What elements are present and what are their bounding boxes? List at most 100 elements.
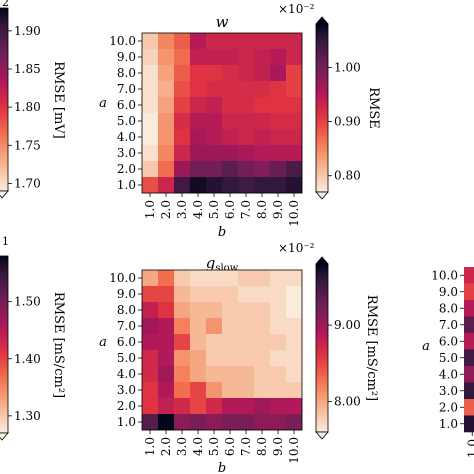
heatmap-w-y-tick-label: 1.0 (117, 178, 136, 192)
top-left-colorbar-ticks: 1.90 1.85 1.80 1.75 1.70 (8, 24, 41, 190)
heatmap-gslow-cell (206, 334, 223, 351)
heatmap-w-colorbar-tick-label: 1.00 (334, 60, 361, 74)
heatmap-w-cell (174, 33, 191, 50)
heatmap-w-cell (222, 113, 239, 130)
heatmap-w-cell (158, 33, 175, 50)
heatmap-gslow-y-tick-label: 8.0 (117, 303, 136, 317)
heatmap-w-cell (190, 177, 207, 194)
heatmap-w-cell (142, 113, 159, 130)
heatmap-gslow-cell (190, 270, 207, 287)
heatmap-w-cell (254, 33, 271, 50)
heatmap-gslow-cell (158, 414, 175, 431)
heatmap-gslow-cell (174, 302, 191, 319)
heatmap-w-cell (206, 145, 223, 162)
heatmap-gslow-cell (222, 350, 239, 367)
heatmap-right-cell (464, 349, 474, 367)
heatmap-w-cell (158, 97, 175, 114)
heatmap-w-colorbar-label: RMSE (366, 87, 381, 129)
heatmap-gslow-cell (238, 398, 255, 415)
heatmap-gslow-cell (222, 382, 239, 399)
heatmap-w-x-tick-label: 7.0 (239, 200, 253, 219)
heatmap-gslow-colorbar-ticks: 9.00 8.00 (328, 318, 361, 408)
heatmap-gslow-cell (174, 270, 191, 287)
heatmap-w-cell (142, 81, 159, 98)
heatmap-w-cell (222, 161, 239, 178)
heatmap-w-x-tick-label: 1.0 (143, 200, 157, 219)
heatmap-right-cells (464, 267, 474, 433)
heatmap-gslow-x-tick-label: 4.0 (191, 437, 205, 456)
heatmap-right-cell (464, 267, 474, 284)
heatmap-gslow-y-ticks: 10.0 9.0 8.0 7.0 6.0 5.0 4.0 3.0 2.0 1.0 (109, 271, 142, 429)
heatmap-w-cell (238, 145, 255, 162)
heatmap-w-cell (254, 145, 271, 162)
heatmap-w-cell (254, 177, 271, 194)
heatmap-w-cell (238, 33, 255, 50)
heatmap-gslow-cell (190, 414, 207, 431)
heatmap-gslow-cell (254, 334, 271, 351)
heatmap-gslow-cell (190, 318, 207, 335)
heatmap-w-colorbar: 1.00 0.90 0.80 RMSE (315, 16, 381, 200)
heatmap-w-title: w (216, 13, 229, 31)
heatmap-w-cell (254, 97, 271, 114)
heatmap-gslow-cell (286, 414, 303, 431)
heatmap-w-y-tick-label: 5.0 (117, 114, 136, 128)
heatmap-w-cell (206, 129, 223, 146)
heatmap-right-y-ticks: 10.0 9.0 8.0 7.0 6.0 5.0 4.0 3.0 2.0 1.0 (431, 268, 464, 431)
heatmap-w-cell (270, 161, 287, 178)
heatmap-gslow: gslow ×10⁻² 10.09.08.07.06.05.04.03.02.0… (99, 241, 315, 474)
heatmap-w-cell (206, 81, 223, 98)
heatmap-gslow-cell (254, 414, 271, 431)
heatmap-gslow-cell (174, 334, 191, 351)
heatmap-gslow-cell (142, 286, 159, 303)
heatmap-gslow-colorbar: 9.00 8.00 RMSE [mS/cm²] (315, 256, 379, 440)
heatmap-gslow-cell (270, 398, 287, 415)
top-left-colorbar-tick-label: 1.70 (14, 176, 41, 190)
heatmap-gslow-cell (174, 414, 191, 431)
heatmap-w-colorbar-ticks: 1.00 0.90 0.80 (328, 60, 361, 183)
top-left-colorbar-tick-label: 1.80 (14, 100, 41, 114)
heatmap-w-cell (270, 65, 287, 82)
heatmap-gslow-cell (270, 366, 287, 383)
heatmap-w-cell (142, 65, 159, 82)
heatmap-gslow-cell (142, 366, 159, 383)
heatmap-w-cell (222, 65, 239, 82)
heatmap-gslow-cells (142, 270, 303, 431)
heatmap-gslow-cell (270, 270, 287, 287)
heatmap-gslow-x-tick-label: 5.0 (207, 437, 221, 456)
heatmap-gslow-cell (174, 318, 191, 335)
heatmap-gslow-cell (270, 302, 287, 319)
heatmap-w-xlabel: b (218, 225, 226, 240)
heatmap-w-y-tick-label: 4.0 (117, 130, 136, 144)
heatmap-gslow-cell (142, 350, 159, 367)
bottom-left-colorbar-tick-label: 1.50 (14, 295, 41, 309)
heatmap-w-cell (206, 49, 223, 66)
heatmap-right-cell (464, 283, 474, 301)
heatmap-w-cell (286, 129, 303, 146)
heatmap-w-cell (190, 81, 207, 98)
heatmap-gslow-cell (286, 382, 303, 399)
heatmap-w-cell (174, 49, 191, 66)
heatmap-right-y-tick-label: 9.0 (439, 285, 458, 299)
heatmap-w-cell (190, 161, 207, 178)
heatmap-gslow-cell (286, 366, 303, 383)
heatmap-gslow-cell (190, 398, 207, 415)
heatmap-gslow-cell (206, 350, 223, 367)
heatmap-w-cell (174, 97, 191, 114)
heatmap-w-x-tick-label: 8.0 (255, 200, 269, 219)
heatmap-gslow-y-tick-label: 3.0 (117, 383, 136, 397)
heatmap-right-cell (464, 382, 474, 400)
heatmap-right-y-tick-label: 8.0 (439, 301, 458, 315)
heatmap-right-x-ticks: 1.0 (465, 432, 474, 458)
heatmap-w-y-tick-label: 8.0 (117, 66, 136, 80)
heatmap-w-cell (206, 177, 223, 194)
heatmap-gslow-cell (174, 350, 191, 367)
heatmap-gslow-cell (222, 302, 239, 319)
heatmap-gslow-cell (238, 414, 255, 431)
heatmap-gslow-cell (286, 286, 303, 303)
heatmap-gslow-xlabel: b (218, 461, 226, 474)
heatmap-gslow-cell (206, 414, 223, 431)
heatmap-gslow-cell (286, 334, 303, 351)
heatmap-gslow-cell (222, 366, 239, 383)
heatmap-w-scale-label: ×10⁻² (278, 2, 315, 16)
